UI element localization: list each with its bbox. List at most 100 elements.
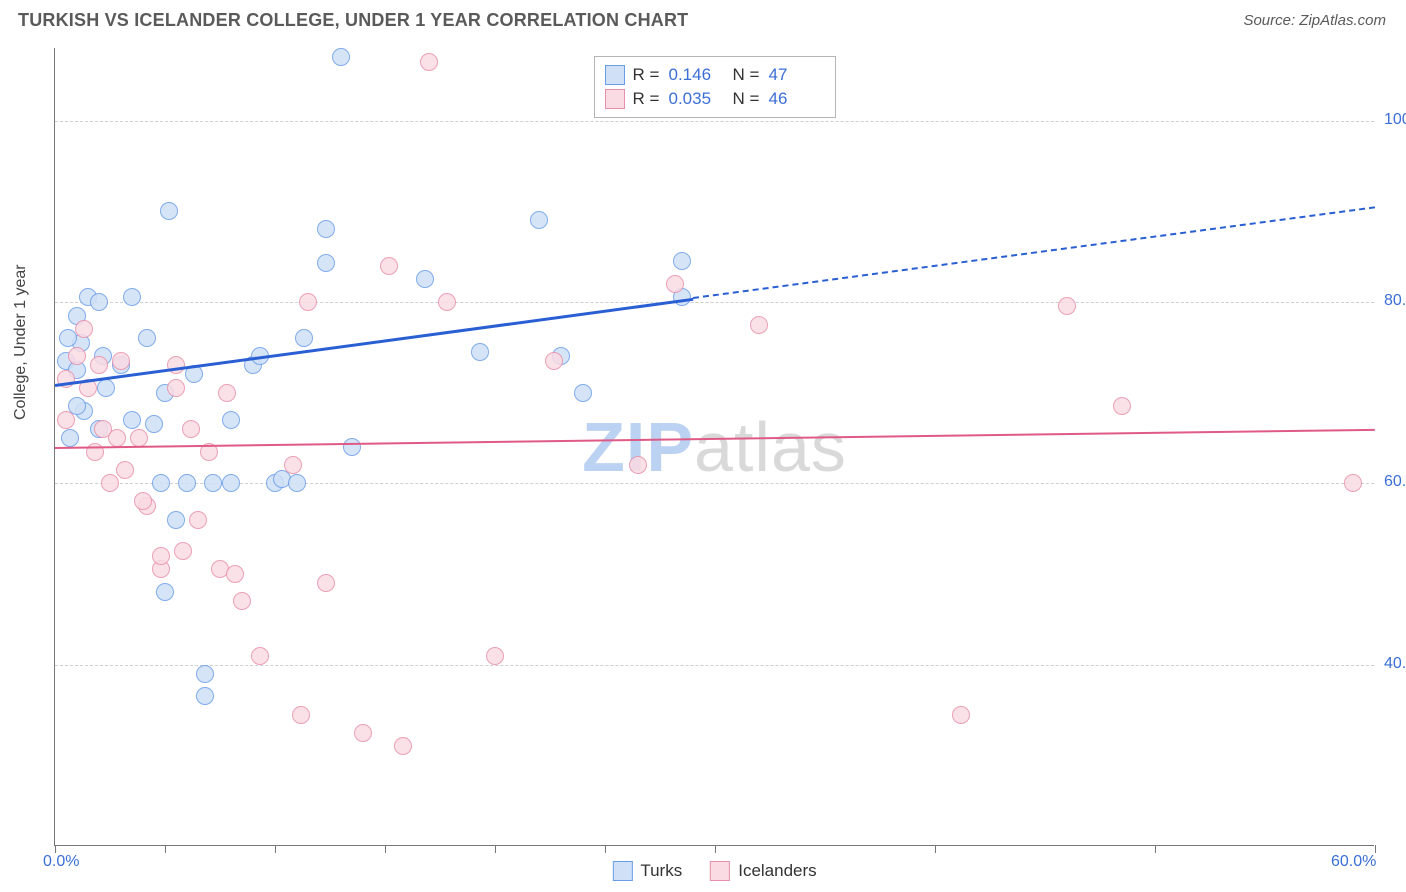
watermark: ZIPatlas [582, 407, 847, 487]
scatter-point [317, 574, 335, 592]
swatch-icelanders-icon [605, 89, 625, 109]
scatter-point [152, 474, 170, 492]
scatter-point [299, 293, 317, 311]
scatter-point [68, 347, 86, 365]
scatter-point [380, 257, 398, 275]
gridline-h [55, 302, 1374, 303]
scatter-point [61, 429, 79, 447]
scatter-point [167, 356, 185, 374]
scatter-point [189, 511, 207, 529]
swatch-turks-icon [605, 65, 625, 85]
gridline-h [55, 483, 1374, 484]
x-tick [605, 845, 606, 853]
trendline [693, 207, 1375, 300]
scatter-point [1344, 474, 1362, 492]
y-tick-label: 100.0% [1384, 111, 1406, 129]
x-tick [935, 845, 936, 853]
scatter-point [178, 474, 196, 492]
scatter-point [182, 420, 200, 438]
scatter-point [75, 320, 93, 338]
chart-source: Source: ZipAtlas.com [1243, 12, 1386, 29]
n-value-icelanders: 46 [769, 89, 825, 109]
r-label: R = [633, 89, 661, 109]
scatter-point [471, 343, 489, 361]
r-value-icelanders: 0.035 [669, 89, 725, 109]
scatter-point [295, 329, 313, 347]
legend-label-icelanders: Icelanders [738, 861, 816, 881]
scatter-point [292, 706, 310, 724]
x-tick-label-end: 60.0% [1331, 853, 1376, 871]
n-value-turks: 47 [769, 65, 825, 85]
scatter-point [138, 329, 156, 347]
scatter-point [196, 687, 214, 705]
scatter-point [134, 492, 152, 510]
scatter-point [545, 352, 563, 370]
n-label: N = [733, 65, 761, 85]
scatter-point [354, 724, 372, 742]
scatter-point [673, 252, 691, 270]
scatter-point [196, 665, 214, 683]
scatter-point [152, 547, 170, 565]
x-tick [275, 845, 276, 853]
scatter-point [226, 565, 244, 583]
scatter-point [101, 474, 119, 492]
scatter-point [112, 352, 130, 370]
swatch-icelanders-icon [710, 861, 730, 881]
scatter-point [251, 647, 269, 665]
scatter-point [86, 443, 104, 461]
scatter-point [123, 411, 141, 429]
scatter-point [750, 316, 768, 334]
correlation-row-turks: R = 0.146 N = 47 [605, 63, 825, 87]
x-tick [495, 845, 496, 853]
scatter-point [130, 429, 148, 447]
n-label: N = [733, 89, 761, 109]
y-tick-label: 60.0% [1384, 473, 1406, 491]
scatter-point [218, 384, 236, 402]
legend-item-icelanders: Icelanders [710, 861, 816, 881]
scatter-point [167, 511, 185, 529]
scatter-point [90, 293, 108, 311]
scatter-point [204, 474, 222, 492]
swatch-turks-icon [612, 861, 632, 881]
correlation-legend: R = 0.146 N = 47 R = 0.035 N = 46 [594, 56, 836, 118]
scatter-point [97, 379, 115, 397]
scatter-point [288, 474, 306, 492]
correlation-row-icelanders: R = 0.035 N = 46 [605, 87, 825, 111]
scatter-point [123, 288, 141, 306]
scatter-point [222, 411, 240, 429]
r-value-turks: 0.146 [669, 65, 725, 85]
y-tick-label: 40.0% [1384, 655, 1406, 673]
legend-label-turks: Turks [640, 861, 682, 881]
scatter-point [233, 592, 251, 610]
legend-item-turks: Turks [612, 861, 682, 881]
scatter-point [332, 48, 350, 66]
watermark-part-2: atlas [694, 408, 847, 486]
gridline-h [55, 665, 1374, 666]
scatter-point [666, 275, 684, 293]
scatter-point [284, 456, 302, 474]
x-tick [1155, 845, 1156, 853]
scatter-point [174, 542, 192, 560]
scatter-point [57, 411, 75, 429]
scatter-point [438, 293, 456, 311]
y-tick-label: 80.0% [1384, 292, 1406, 310]
scatter-point [952, 706, 970, 724]
scatter-point [160, 202, 178, 220]
scatter-point [156, 583, 174, 601]
scatter-point [108, 429, 126, 447]
scatter-point [574, 384, 592, 402]
scatter-point [116, 461, 134, 479]
gridline-h [55, 121, 1374, 122]
x-tick [385, 845, 386, 853]
scatter-point [486, 647, 504, 665]
scatter-point [1058, 297, 1076, 315]
scatter-point [317, 254, 335, 272]
x-tick [165, 845, 166, 853]
scatter-point [530, 211, 548, 229]
scatter-point [317, 220, 335, 238]
r-label: R = [633, 65, 661, 85]
scatter-point [167, 379, 185, 397]
scatter-point [90, 356, 108, 374]
x-tick [1375, 845, 1376, 853]
scatter-point [222, 474, 240, 492]
